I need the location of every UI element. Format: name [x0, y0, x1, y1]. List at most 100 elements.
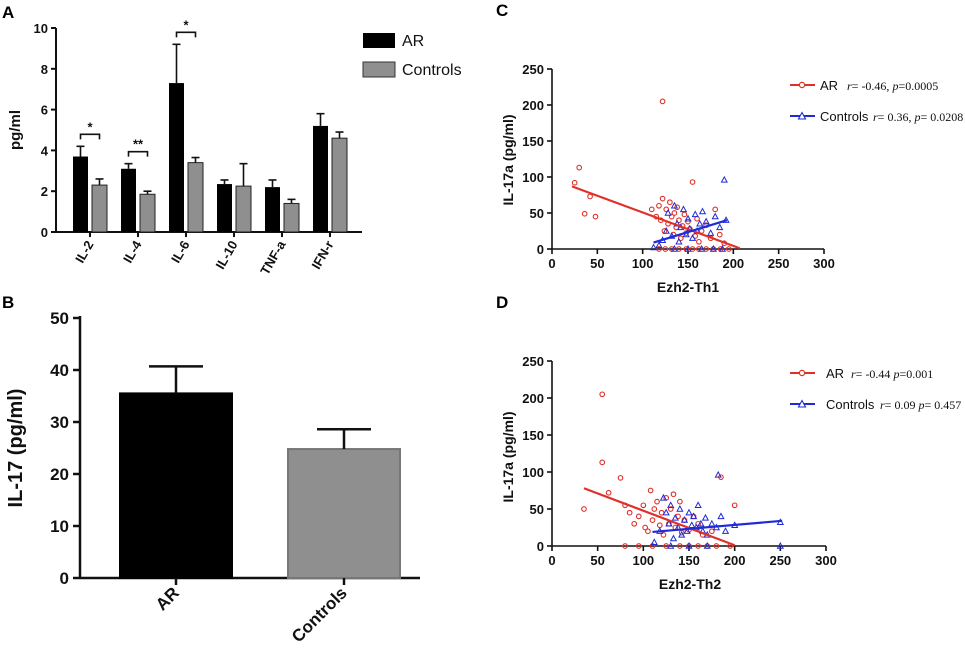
significance-label: * [183, 17, 189, 32]
point-ar [599, 391, 606, 398]
panel-b-yticks: 0 10 20 30 40 50 [50, 309, 80, 588]
point-ar [649, 517, 656, 523]
point-ar [689, 179, 696, 185]
point-ar [605, 489, 612, 496]
stat-r-symbol: r [847, 79, 852, 93]
point-controls [684, 244, 692, 252]
y-tick-label: 150 [522, 134, 544, 149]
point-controls [659, 493, 668, 501]
stat-p-symbol: p [891, 79, 898, 93]
point-ar [731, 502, 738, 509]
panel-d-ylabel: IL-17a (pg/ml) [500, 411, 516, 502]
x-tick-label: IL-4 [120, 237, 145, 265]
bar-ar [313, 125, 328, 232]
stat-p-value: = 0.0208 [920, 110, 963, 124]
fit-line-ar [583, 487, 736, 547]
point-ar [640, 502, 647, 509]
y-tick-label: 20 [50, 465, 69, 484]
x-tick-label: 0 [548, 256, 555, 271]
legend-marker-ar [798, 369, 806, 377]
panel-d-letter: D [496, 293, 508, 312]
legend-swatch-controls [362, 61, 396, 78]
significance-label: * [87, 119, 93, 134]
point-controls [694, 501, 702, 508]
y-tick-label: 10 [50, 517, 69, 536]
point-controls [716, 223, 724, 231]
panel-a-xticks: IL-2 IL-4 IL-6 IL-10 TNF-a IFN-r [72, 232, 337, 277]
fit-line-ar [571, 185, 741, 250]
point-ar [677, 543, 683, 549]
point-ar [645, 528, 651, 535]
y-tick-label: 100 [522, 170, 544, 185]
y-tick-label: 250 [522, 62, 544, 77]
point-ar [713, 543, 720, 549]
panel-d-legend: AR r= -0.44 p=0.001 Controls r= 0.09 p= … [790, 366, 961, 412]
point-ar [626, 509, 633, 516]
panel-a-legend: AR Controls [362, 33, 462, 79]
stat-p-value: = 0.457 [924, 398, 961, 412]
significance-label: ** [133, 137, 144, 152]
point-controls [675, 237, 683, 245]
x-tick-label: IL-2 [72, 238, 97, 266]
y-tick-label: 0 [60, 569, 69, 588]
panel-b-xticks: AR Controls [152, 578, 351, 646]
point-controls [678, 530, 686, 538]
legend-marker-controls [797, 399, 807, 408]
legend-label-ar: AR [826, 366, 844, 381]
significance-bracket [127, 150, 149, 157]
point-ar [725, 246, 732, 252]
panel-d-xlabel: Ezh2-Th2 [659, 576, 721, 592]
bar-controls [287, 448, 401, 580]
point-controls [670, 201, 679, 209]
x-tick-label: 300 [813, 256, 835, 271]
point-controls [683, 527, 691, 534]
panel-c: C IL-17a (pg/ml) Ezh2-Th1 0 50 100 150 200 25… [496, 1, 963, 295]
point-controls [667, 501, 675, 508]
point-controls [679, 205, 688, 213]
point-ar [712, 206, 719, 213]
y-tick-label: 0 [537, 539, 544, 554]
point-controls [697, 519, 705, 527]
panel-c-letter: C [496, 1, 508, 20]
significance-bracket [79, 133, 101, 140]
stat-r-symbol: r [851, 367, 856, 381]
point-ar [659, 98, 666, 105]
point-controls [718, 244, 727, 252]
legend-marker-controls [797, 111, 807, 120]
point-controls [662, 508, 670, 516]
x-tick-label: 200 [724, 553, 746, 568]
panel-a-bars: **** [73, 17, 348, 233]
point-ar [651, 506, 658, 512]
stat-p-symbol: p [917, 398, 924, 412]
point-ar [576, 164, 583, 171]
panel-d: D IL-17a (pg/ml) Ezh2-Th2 0 50 100 150 200 25… [496, 293, 961, 592]
y-tick-label: 150 [522, 428, 544, 443]
point-controls [721, 527, 730, 534]
stat-r-symbol: r [873, 110, 878, 124]
y-tick-label: 50 [530, 206, 544, 221]
point-ar [635, 543, 642, 549]
y-tick-label: 2 [41, 184, 48, 199]
stat-p-value: =0.0005 [898, 79, 938, 93]
point-ar [685, 218, 691, 225]
point-ar [581, 210, 588, 217]
point-ar [689, 246, 696, 252]
x-tick-label: TNF-a [257, 237, 289, 277]
point-ar [676, 217, 682, 224]
y-tick-label: 200 [522, 391, 544, 406]
point-ar [587, 193, 593, 200]
point-ar [670, 491, 677, 498]
point-ar [663, 206, 670, 213]
point-ar [654, 498, 660, 505]
y-tick-label: 0 [41, 225, 48, 240]
point-controls [655, 241, 663, 249]
point-ar [681, 211, 688, 218]
panel-a-yticks: 0 2 4 6 8 10 [34, 21, 56, 240]
y-tick-label: 40 [50, 361, 69, 380]
stat-r-value: = 0.36, [878, 110, 915, 124]
x-tick-label: 0 [548, 553, 555, 568]
stat-p-symbol: p [913, 110, 920, 124]
point-controls [685, 508, 693, 516]
